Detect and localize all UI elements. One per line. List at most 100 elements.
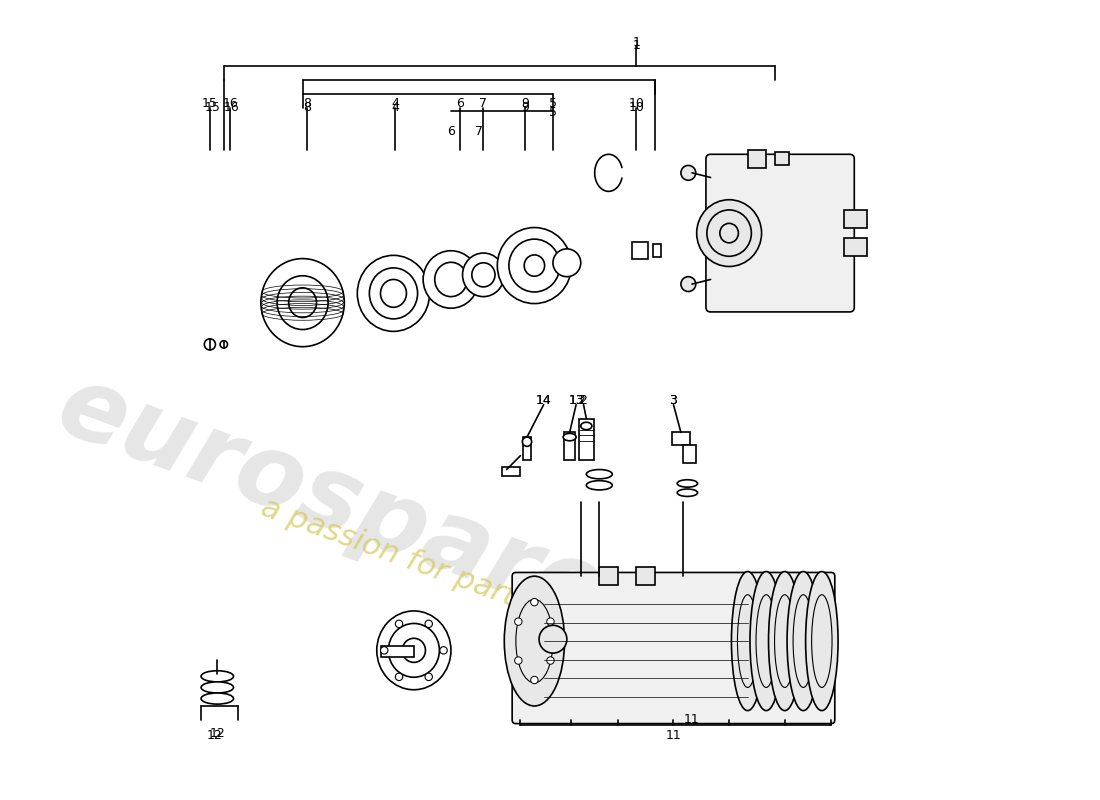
Text: 6: 6 — [447, 125, 455, 138]
Circle shape — [547, 657, 554, 664]
Bar — [600, 567, 618, 586]
Circle shape — [681, 166, 695, 180]
Text: 3: 3 — [670, 394, 678, 406]
Bar — [683, 445, 695, 463]
Text: 1: 1 — [632, 39, 640, 52]
Bar — [564, 433, 575, 460]
Text: 3: 3 — [670, 394, 678, 406]
Ellipse shape — [750, 571, 782, 710]
FancyBboxPatch shape — [513, 573, 835, 723]
Ellipse shape — [261, 258, 344, 346]
Ellipse shape — [678, 489, 697, 497]
Ellipse shape — [788, 571, 820, 710]
Ellipse shape — [201, 670, 233, 682]
Circle shape — [395, 620, 403, 627]
Ellipse shape — [434, 262, 468, 297]
Bar — [524, 437, 530, 460]
Text: 16: 16 — [222, 97, 239, 110]
Text: 11: 11 — [666, 729, 681, 742]
Text: 5: 5 — [549, 106, 557, 119]
Circle shape — [522, 437, 531, 446]
Ellipse shape — [581, 422, 592, 430]
Bar — [637, 567, 654, 586]
Ellipse shape — [497, 227, 572, 303]
Circle shape — [530, 598, 538, 606]
Ellipse shape — [509, 239, 560, 292]
Ellipse shape — [201, 693, 233, 704]
Text: 16: 16 — [223, 102, 239, 114]
Text: 10: 10 — [628, 97, 645, 110]
Bar — [502, 466, 520, 476]
Ellipse shape — [525, 255, 544, 276]
Text: 13: 13 — [569, 394, 584, 406]
Bar — [579, 418, 594, 460]
Circle shape — [515, 618, 522, 626]
Bar — [844, 238, 867, 256]
Ellipse shape — [381, 279, 407, 307]
Ellipse shape — [719, 223, 738, 243]
Ellipse shape — [472, 262, 495, 287]
Text: 15: 15 — [205, 102, 221, 114]
Circle shape — [395, 673, 403, 681]
Text: 2: 2 — [580, 394, 587, 406]
Ellipse shape — [707, 210, 751, 256]
Text: a passion for parts since 1985: a passion for parts since 1985 — [257, 493, 701, 678]
Text: 10: 10 — [628, 102, 645, 114]
Text: 1: 1 — [632, 35, 640, 49]
Ellipse shape — [288, 288, 317, 318]
Bar — [748, 150, 767, 168]
Ellipse shape — [201, 682, 233, 693]
Bar — [844, 210, 867, 229]
Ellipse shape — [586, 470, 613, 479]
Circle shape — [547, 618, 554, 626]
Text: 7: 7 — [480, 97, 487, 110]
Circle shape — [425, 673, 432, 681]
Ellipse shape — [388, 623, 439, 678]
Text: 13: 13 — [569, 394, 584, 406]
Ellipse shape — [516, 599, 553, 682]
Text: 12: 12 — [207, 729, 222, 742]
Text: 5: 5 — [549, 97, 557, 110]
Text: 4: 4 — [392, 102, 399, 114]
Ellipse shape — [756, 594, 777, 687]
Circle shape — [681, 277, 695, 291]
Text: 8: 8 — [304, 102, 311, 114]
Ellipse shape — [586, 481, 613, 490]
Bar — [382, 646, 414, 657]
Bar — [776, 151, 790, 166]
Ellipse shape — [370, 268, 418, 319]
Circle shape — [381, 646, 388, 654]
Circle shape — [440, 646, 448, 654]
Ellipse shape — [358, 255, 430, 331]
Bar — [672, 433, 690, 446]
Ellipse shape — [462, 253, 504, 297]
FancyBboxPatch shape — [706, 154, 855, 312]
Ellipse shape — [539, 626, 566, 653]
Text: eurospares: eurospares — [44, 358, 672, 665]
Text: 2: 2 — [576, 394, 585, 406]
Text: 14: 14 — [536, 394, 551, 406]
Ellipse shape — [737, 594, 758, 687]
Ellipse shape — [504, 576, 564, 706]
Circle shape — [530, 676, 538, 684]
Ellipse shape — [377, 611, 451, 690]
Ellipse shape — [696, 200, 761, 266]
Text: 15: 15 — [202, 97, 218, 110]
Text: 6: 6 — [456, 97, 464, 110]
Text: 11: 11 — [684, 714, 700, 726]
Text: 9: 9 — [521, 102, 529, 114]
Ellipse shape — [424, 250, 478, 308]
Ellipse shape — [774, 594, 795, 687]
Circle shape — [425, 620, 432, 627]
Bar — [653, 244, 660, 258]
Text: 9: 9 — [521, 97, 529, 110]
Ellipse shape — [805, 571, 838, 710]
Text: 12: 12 — [209, 727, 226, 740]
Circle shape — [515, 657, 522, 664]
Ellipse shape — [732, 571, 763, 710]
Ellipse shape — [769, 571, 801, 710]
Text: 14: 14 — [536, 394, 551, 406]
Circle shape — [205, 339, 216, 350]
Ellipse shape — [812, 594, 832, 687]
Ellipse shape — [277, 276, 328, 330]
